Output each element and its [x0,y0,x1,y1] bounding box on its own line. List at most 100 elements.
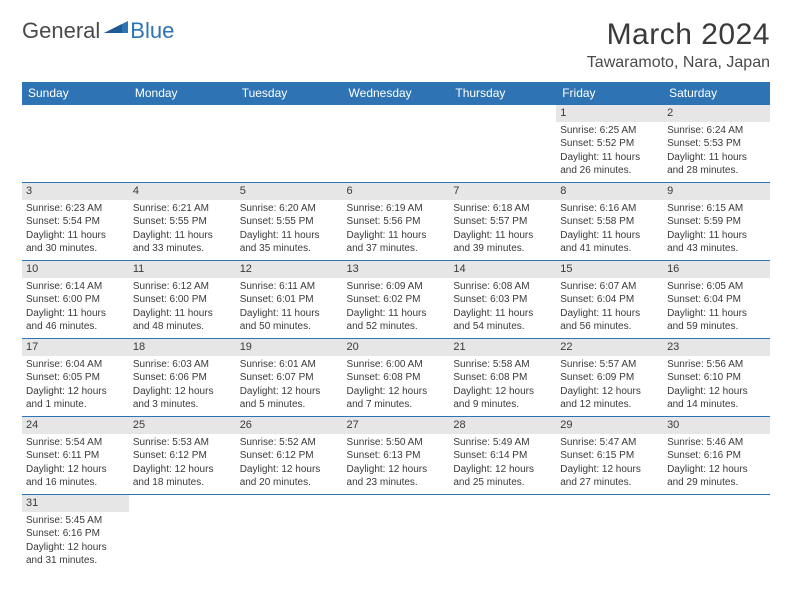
daylight-text: and 35 minutes. [240,242,339,256]
calendar-cell: 10Sunrise: 6:14 AMSunset: 6:00 PMDayligh… [22,261,129,339]
sunrise-text: Sunrise: 5:58 AM [453,358,552,372]
daylight-text: Daylight: 11 hours [133,229,232,243]
sunset-text: Sunset: 6:06 PM [133,371,232,385]
day-number: 28 [449,417,556,434]
calendar-cell [556,495,663,573]
logo: General Blue [22,18,174,44]
sunset-text: Sunset: 6:12 PM [240,449,339,463]
calendar-cell: 24Sunrise: 5:54 AMSunset: 6:11 PMDayligh… [22,417,129,495]
calendar-cell [449,495,556,573]
daylight-text: Daylight: 11 hours [347,307,446,321]
calendar-cell: 8Sunrise: 6:16 AMSunset: 5:58 PMDaylight… [556,183,663,261]
sunrise-text: Sunrise: 6:15 AM [667,202,766,216]
daylight-text: Daylight: 12 hours [133,385,232,399]
daylight-text: and 28 minutes. [667,164,766,178]
sunrise-text: Sunrise: 5:45 AM [26,514,125,528]
calendar-table: SundayMondayTuesdayWednesdayThursdayFrid… [22,82,770,573]
sunset-text: Sunset: 6:08 PM [347,371,446,385]
daylight-text: Daylight: 12 hours [347,385,446,399]
daylight-text: Daylight: 12 hours [453,463,552,477]
daylight-text: and 7 minutes. [347,398,446,412]
sunset-text: Sunset: 5:58 PM [560,215,659,229]
daylight-text: and 1 minute. [26,398,125,412]
daylight-text: and 3 minutes. [133,398,232,412]
daylight-text: Daylight: 11 hours [560,229,659,243]
weekday-header: Wednesday [343,82,450,105]
logo-text-blue: Blue [130,18,174,44]
calendar-cell: 6Sunrise: 6:19 AMSunset: 5:56 PMDaylight… [343,183,450,261]
daylight-text: and 23 minutes. [347,476,446,490]
sunset-text: Sunset: 6:04 PM [560,293,659,307]
calendar-cell: 13Sunrise: 6:09 AMSunset: 6:02 PMDayligh… [343,261,450,339]
day-number: 24 [22,417,129,434]
sunset-text: Sunset: 5:54 PM [26,215,125,229]
daylight-text: and 14 minutes. [667,398,766,412]
calendar-cell: 22Sunrise: 5:57 AMSunset: 6:09 PMDayligh… [556,339,663,417]
title-block: March 2024 Tawaramoto, Nara, Japan [587,18,770,72]
calendar-cell: 28 Sunrise: 5:49 AMSunset: 6:14 PMDayligh… [449,417,556,495]
daylight-text: Daylight: 12 hours [26,385,125,399]
daylight-text: and 20 minutes. [240,476,339,490]
sunrise-text: Sunrise: 5:47 AM [560,436,659,450]
daylight-text: and 18 minutes. [133,476,232,490]
sunset-text: Sunset: 5:59 PM [667,215,766,229]
daylight-text: and 37 minutes. [347,242,446,256]
daylight-text: Daylight: 11 hours [240,229,339,243]
sunset-text: Sunset: 6:12 PM [133,449,232,463]
day-number: 22 [556,339,663,356]
sunset-text: Sunset: 5:55 PM [240,215,339,229]
calendar-cell: 31Sunrise: 5:45 AMSunset: 6:16 PMDayligh… [22,495,129,573]
daylight-text: Daylight: 12 hours [240,385,339,399]
calendar-cell: 19Sunrise: 6:01 AMSunset: 6:07 PMDayligh… [236,339,343,417]
sunrise-text: Sunrise: 6:20 AM [240,202,339,216]
sunrise-text: Sunrise: 5:46 AM [667,436,766,450]
location-subtitle: Tawaramoto, Nara, Japan [587,54,770,72]
day-number: 21 [449,339,556,356]
sunrise-text: Sunrise: 6:24 AM [667,124,766,138]
daylight-text: Daylight: 11 hours [26,307,125,321]
calendar-cell [22,105,129,183]
daylight-text: and 54 minutes. [453,320,552,334]
daylight-text: and 29 minutes. [667,476,766,490]
day-number: 4 [129,183,236,200]
day-number: 8 [556,183,663,200]
weekday-header: Thursday [449,82,556,105]
daylight-text: and 33 minutes. [133,242,232,256]
daylight-text: and 59 minutes. [667,320,766,334]
day-number: 20 [343,339,450,356]
daylight-text: and 16 minutes. [26,476,125,490]
daylight-text: Daylight: 12 hours [347,463,446,477]
daylight-text: Daylight: 12 hours [560,463,659,477]
sunrise-text: Sunrise: 6:05 AM [667,280,766,294]
sunrise-text: Sunrise: 6:08 AM [453,280,552,294]
sunrise-text: Sunrise: 5:49 AM [453,436,552,450]
daylight-text: Daylight: 11 hours [667,307,766,321]
day-number: 30 [663,417,770,434]
daylight-text: and 52 minutes. [347,320,446,334]
sunset-text: Sunset: 6:14 PM [453,449,552,463]
weekday-header: Friday [556,82,663,105]
daylight-text: Daylight: 11 hours [560,307,659,321]
sunrise-text: Sunrise: 6:07 AM [560,280,659,294]
calendar-cell [236,105,343,183]
daylight-text: and 9 minutes. [453,398,552,412]
day-number: 17 [22,339,129,356]
day-number: 19 [236,339,343,356]
day-number: 15 [556,261,663,278]
calendar-cell: 5Sunrise: 6:20 AMSunset: 5:55 PMDaylight… [236,183,343,261]
day-number: 10 [22,261,129,278]
calendar-cell: 29Sunrise: 5:47 AMSunset: 6:15 PMDayligh… [556,417,663,495]
page-title: March 2024 [587,18,770,52]
daylight-text: and 25 minutes. [453,476,552,490]
calendar-week-row: 31Sunrise: 5:45 AMSunset: 6:16 PMDayligh… [22,495,770,573]
calendar-cell [129,105,236,183]
calendar-cell: 11Sunrise: 6:12 AMSunset: 6:00 PMDayligh… [129,261,236,339]
daylight-text: and 50 minutes. [240,320,339,334]
daylight-text: and 41 minutes. [560,242,659,256]
calendar-cell [129,495,236,573]
sunrise-text: Sunrise: 6:11 AM [240,280,339,294]
calendar-cell: 20Sunrise: 6:00 AMSunset: 6:08 PMDayligh… [343,339,450,417]
sunset-text: Sunset: 6:08 PM [453,371,552,385]
day-number: 14 [449,261,556,278]
daylight-text: Daylight: 12 hours [26,541,125,555]
